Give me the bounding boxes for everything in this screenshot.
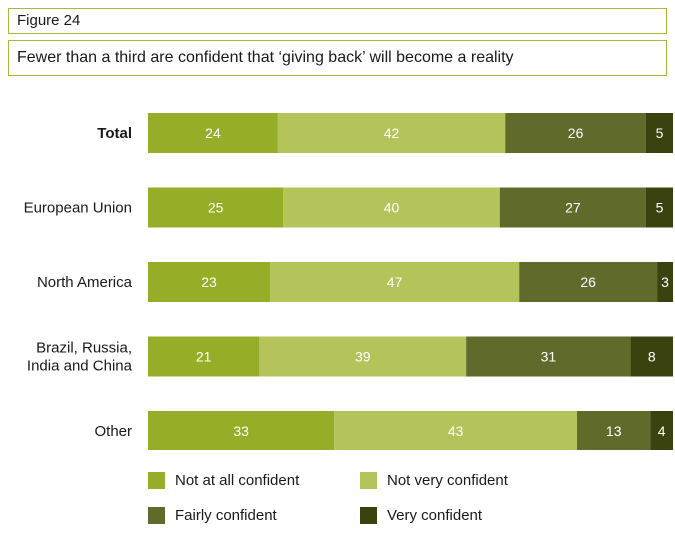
data-label-other-not-at-all-confident: 33 [233, 423, 249, 439]
category-label-north-america: North America [37, 274, 133, 291]
legend-item-fairly-confident: Fairly confident [148, 505, 277, 525]
category-label-total: Total [97, 125, 132, 142]
data-label-european-union-not-very-confident: 40 [384, 200, 400, 216]
data-label-other-fairly-confident: 13 [606, 423, 622, 439]
bar-total-very-confident [645, 113, 673, 153]
bar-north-america-not-very-confident [269, 262, 520, 302]
data-label-total-not-at-all-confident: 24 [205, 125, 221, 141]
legend-label: Not very confident [387, 471, 508, 489]
data-label-total-not-very-confident: 42 [384, 125, 400, 141]
bar-other-fairly-confident [577, 411, 651, 450]
legend-swatch [148, 471, 165, 489]
bar-european-union-not-very-confident [283, 187, 500, 228]
data-label-european-union-not-at-all-confident: 25 [208, 200, 224, 216]
legend-swatch [148, 506, 165, 524]
bar-other-not-very-confident [334, 411, 578, 450]
data-label-north-america-not-at-all-confident: 23 [201, 274, 217, 290]
bar-north-america-very-confident [657, 262, 673, 302]
data-label-other-not-very-confident: 43 [448, 423, 464, 439]
legend-label: Very confident [387, 506, 483, 524]
data-label-north-america-fairly-confident: 26 [580, 274, 596, 290]
legend-label: Fairly confident [175, 506, 277, 524]
bar-north-america-fairly-confident [519, 262, 658, 302]
bar-total-not-at-all-confident [148, 113, 278, 153]
bar-total-fairly-confident [505, 113, 646, 153]
legend-swatch [360, 506, 377, 524]
data-label-brazil-russia-india-and-china-very-confident: 8 [648, 349, 656, 365]
bar-brazil-russia-india-and-china-fairly-confident [466, 336, 631, 377]
legend-item-not-at-all-confident: Not at all confident [148, 470, 299, 490]
bar-other-very-confident [650, 411, 673, 450]
data-label-european-union-very-confident: 5 [656, 200, 664, 216]
data-label-total-fairly-confident: 26 [568, 125, 584, 141]
bar-north-america-not-at-all-confident [148, 262, 270, 302]
legend-item-very-confident: Very confident [360, 505, 482, 525]
data-label-north-america-not-very-confident: 47 [387, 274, 403, 290]
data-label-european-union-fairly-confident: 27 [565, 200, 581, 216]
category-label-brazil-russia-india-and-china: Brazil, Russia, India and China [27, 340, 133, 375]
data-label-other-very-confident: 4 [658, 423, 666, 439]
legend-swatch [360, 471, 377, 489]
data-label-brazil-russia-india-and-china-fairly-confident: 31 [541, 349, 557, 365]
bar-total-not-very-confident [277, 113, 506, 153]
bar-brazil-russia-india-and-china-not-very-confident [259, 336, 467, 377]
category-label-european-union: European Union [24, 200, 132, 217]
bar-european-union-very-confident [645, 187, 673, 228]
bar-brazil-russia-india-and-china-not-at-all-confident [148, 336, 260, 377]
bar-european-union-fairly-confident [499, 187, 646, 228]
data-label-total-very-confident: 5 [656, 125, 664, 141]
legend-item-not-very-confident: Not very confident [360, 470, 508, 490]
stacked-bar-chart: Total 24 42 26 5 European Union 25 40 27 5 North A… [24, 113, 673, 450]
category-label-other: Other [94, 423, 132, 440]
bar-brazil-russia-india-and-china-very-confident [630, 336, 673, 377]
bar-other-not-at-all-confident [148, 411, 335, 450]
legend-label: Not at all confident [175, 471, 300, 489]
figure-title: Fewer than a third are confident that ‘g… [8, 40, 667, 76]
bar-european-union-not-at-all-confident [148, 187, 284, 228]
figure-label: Figure 24 [8, 8, 667, 34]
data-label-north-america-very-confident: 3 [661, 274, 669, 290]
data-label-brazil-russia-india-and-china-not-very-confident: 39 [355, 349, 371, 365]
data-label-brazil-russia-india-and-china-not-at-all-confident: 21 [196, 349, 212, 365]
